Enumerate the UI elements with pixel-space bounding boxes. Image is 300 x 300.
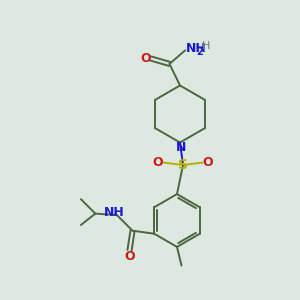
Text: S: S: [178, 158, 188, 172]
Text: O: O: [140, 52, 151, 65]
Text: N: N: [176, 141, 187, 154]
Text: NH: NH: [103, 206, 124, 219]
Text: NH: NH: [186, 41, 206, 55]
Text: O: O: [153, 156, 164, 169]
Text: O: O: [202, 156, 213, 169]
Text: 2: 2: [196, 46, 203, 57]
Text: H: H: [202, 41, 210, 51]
Text: O: O: [124, 250, 135, 263]
